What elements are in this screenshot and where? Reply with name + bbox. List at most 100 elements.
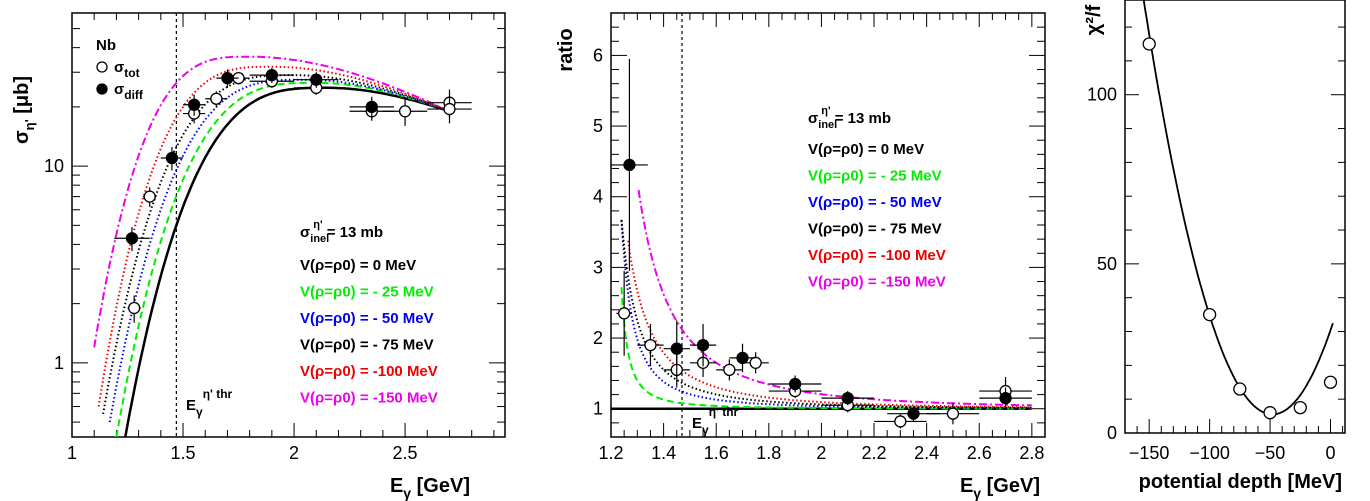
x-axis-label-main: E: [960, 475, 973, 497]
x-tick-label: 2.6: [967, 443, 992, 463]
data-point-diff: [265, 68, 278, 82]
model-curve-v25: [620, 287, 1032, 410]
x-tick-label: 1.8: [756, 443, 781, 463]
chi2-point: [1142, 37, 1156, 51]
y-axis-label-sub: η': [22, 119, 37, 130]
legend-entry-v150: V(ρ=ρ0) = -150 MeV: [300, 390, 438, 407]
x-axis-label-sub: γ: [973, 485, 981, 501]
data-point-tot: [398, 105, 412, 118]
x-tick-label: 1: [67, 443, 77, 463]
legend-entry-v100: V(ρ=ρ0) = -100 MeV: [808, 247, 946, 264]
data-point-diff: [365, 100, 378, 114]
model-curve-v25: [115, 81, 450, 437]
x-axis-label-sub: γ: [403, 485, 411, 501]
legend-marker-label: σtot: [114, 59, 140, 80]
ratio-panel: 1.2 1.4 1.6 1.8 2 2.2 2.4 2.6 2.8 1 2 3 4 5 6 Eγ [GeV] r…: [555, 12, 1046, 501]
data-point-tot: [894, 415, 907, 428]
legend-entry-v75: V(ρ=ρ0) = - 75 MeV: [300, 337, 434, 354]
data-point-diff: [670, 342, 683, 355]
threshold-label-sub: γ: [196, 405, 203, 419]
x-tick-label: 2: [816, 443, 826, 463]
sigma-inel-label: σinel η' = 13 mb: [808, 105, 891, 131]
legend-entry-v50: V(ρ=ρ0) = - 50 MeV: [808, 194, 942, 211]
x-axis-label: Eγ [GeV]: [960, 475, 1040, 501]
data-point-tot: [618, 307, 631, 320]
data-point-tot: [723, 363, 736, 377]
x-tick-label: 1.6: [704, 443, 729, 463]
y-tick-label: 1: [593, 399, 603, 419]
sigma-inel-label: σinel η' = 13 mb: [300, 219, 383, 245]
data-point-diff: [187, 98, 201, 111]
legend-entry-v0: V(ρ=ρ0) = 0 MeV: [808, 141, 924, 158]
x-tick-label: −100: [1189, 443, 1230, 463]
threshold-label-main: E: [186, 397, 196, 414]
x-tick-label: 0: [1325, 443, 1335, 463]
y-tick-label: 100: [1087, 85, 1117, 105]
sigma-sup: η': [821, 105, 831, 117]
legend-marker-label: σdiff: [114, 81, 144, 102]
data-point-diff: [165, 151, 179, 165]
legend-marker-main: σ: [114, 81, 124, 98]
y-tick-label: 4: [593, 187, 603, 207]
x-tick-label: 1.2: [598, 443, 623, 463]
x-axis-label: potential depth [MeV]: [1139, 471, 1342, 493]
data-point-tot: [644, 338, 657, 352]
threshold-label: Eγη' thr: [186, 387, 233, 419]
legend-entry-v150: V(ρ=ρ0) = -150 MeV: [808, 274, 946, 291]
data-point-diff: [623, 158, 636, 172]
data-point-tot: [946, 407, 960, 420]
sigma-main: σ: [300, 224, 310, 241]
chi2-point: [1233, 382, 1247, 396]
sigma-rest: = 13 mb: [831, 110, 891, 127]
threshold-label: Eγη' thr: [692, 405, 739, 437]
y-tick-label: 50: [1097, 254, 1117, 274]
x-tick-label: −50: [1255, 443, 1286, 463]
chi2-panel: −150 −100 −50 0 0 50 100 potential depth [MeV] χ…: [1083, 0, 1346, 493]
legend-entry-v50: V(ρ=ρ0) = - 50 MeV: [300, 310, 434, 327]
sigma-main: σ: [808, 110, 818, 127]
y-tick-label: 1: [54, 353, 64, 373]
y-tick-label: 10: [44, 156, 64, 176]
plot-frame: [1124, 0, 1346, 434]
y-tick-label: 6: [593, 45, 603, 65]
chi2-point: [1202, 307, 1217, 322]
data-point-diff: [696, 338, 710, 352]
chi2-point: [1293, 400, 1307, 415]
x-tick-label: 2: [289, 443, 299, 463]
y-tick-label: 3: [593, 257, 603, 277]
data-point-tot: [143, 190, 156, 203]
model-curve-v50: [108, 78, 450, 423]
data-point-diff: [999, 391, 1012, 405]
model-curve-v0: [124, 86, 450, 437]
legend-entry-v25: V(ρ=ρ0) = - 25 MeV: [300, 284, 434, 301]
y-axis-label-unit: [μb]: [11, 76, 33, 119]
x-tick-label: 1.4: [651, 443, 676, 463]
data-point-diff: [736, 351, 749, 365]
sigma-sub: inel: [310, 233, 329, 245]
y-tick-label: 5: [593, 116, 603, 136]
legend-marker: [96, 61, 108, 73]
legend-marker-sub: diff: [124, 88, 144, 102]
x-tick-label: 2.2: [862, 443, 887, 463]
sigma-rest: = 13 mb: [323, 224, 383, 241]
legend-marker-sub: tot: [124, 66, 139, 80]
y-axis-label: χ²/f: [1083, 4, 1105, 35]
x-axis-label-unit: [GeV]: [981, 475, 1040, 497]
chi2-point: [1323, 375, 1338, 389]
sigma-sub: inel: [818, 119, 837, 131]
x-axis-label: Eγ [GeV]: [390, 475, 470, 501]
legend-marker: [96, 83, 108, 95]
x-tick-label: 2.5: [393, 443, 418, 463]
data-point-tot: [749, 356, 762, 369]
threshold-label-sub: γ: [702, 423, 709, 437]
x-axis-label-unit: [GeV]: [411, 475, 470, 497]
legend-entry-v100: V(ρ=ρ0) = -100 MeV: [300, 363, 438, 380]
sigma-sup: η': [313, 219, 323, 231]
y-tick-label: 0: [1107, 423, 1117, 443]
data-point-diff: [788, 377, 802, 391]
data-point-diff: [907, 407, 920, 420]
fit-curve: [1142, 0, 1334, 416]
threshold-label-sup: η' thr: [203, 387, 233, 401]
